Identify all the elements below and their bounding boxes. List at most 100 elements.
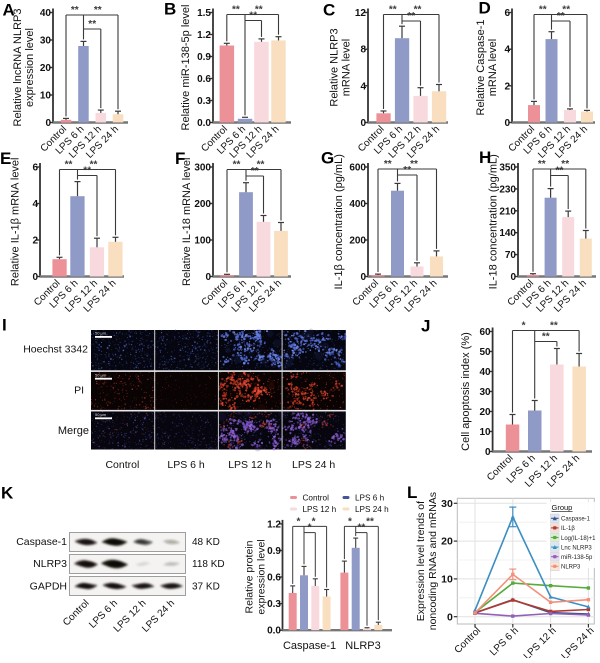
svg-text:J: J <box>421 317 430 336</box>
svg-text:**: ** <box>550 321 558 332</box>
svg-text:50 μm: 50 μm <box>95 372 107 377</box>
svg-text:350: 350 <box>499 163 516 174</box>
svg-text:Control: Control <box>105 459 139 471</box>
svg-text:Control: Control <box>303 494 330 503</box>
svg-text:**: ** <box>251 166 259 177</box>
svg-text:C: C <box>323 1 335 20</box>
svg-text:**: ** <box>384 159 392 170</box>
svg-text:4: 4 <box>504 45 510 56</box>
svg-text:GAPDH: GAPDH <box>30 581 67 593</box>
svg-text:**: ** <box>403 165 411 176</box>
svg-text:**: ** <box>88 19 96 30</box>
svg-text:Relative protein: Relative protein <box>244 540 256 613</box>
svg-text:0: 0 <box>485 447 491 458</box>
svg-text:NLRP3: NLRP3 <box>345 640 380 652</box>
svg-text:0: 0 <box>510 272 516 283</box>
svg-text:LPS 6 h: LPS 6 h <box>488 625 521 658</box>
svg-text:10: 10 <box>441 574 453 586</box>
svg-text:**: ** <box>539 5 547 16</box>
svg-text:**: ** <box>71 5 79 16</box>
svg-text:40: 40 <box>479 367 491 378</box>
svg-text:4: 4 <box>360 81 366 92</box>
svg-text:IL-1β concentration (pg/mL): IL-1β concentration (pg/mL) <box>333 154 345 289</box>
svg-text:expression level: expression level <box>256 539 268 614</box>
svg-text:6: 6 <box>32 163 38 174</box>
svg-text:**: ** <box>389 5 397 16</box>
svg-text:0: 0 <box>360 118 366 129</box>
svg-text:Relative miR-138-5p level: Relative miR-138-5p level <box>180 5 192 131</box>
svg-text:**: ** <box>407 11 415 22</box>
svg-text:*: * <box>308 523 312 534</box>
svg-text:30: 30 <box>441 498 453 510</box>
svg-text:0: 0 <box>504 118 510 129</box>
svg-text:**: ** <box>366 516 374 527</box>
svg-text:**: ** <box>557 11 565 22</box>
svg-text:Merge: Merge <box>58 425 89 437</box>
svg-text:50 μm: 50 μm <box>95 412 107 417</box>
svg-text:30: 30 <box>479 387 491 398</box>
svg-text:Relative NLRP3: Relative NLRP3 <box>329 28 341 106</box>
svg-text:**: ** <box>538 159 546 170</box>
svg-text:Hoechst 3342: Hoechst 3342 <box>23 344 88 356</box>
svg-text:20: 20 <box>40 63 52 74</box>
svg-text:**: ** <box>232 5 240 16</box>
svg-text:Expression level trends of: Expression level trends of <box>415 501 427 621</box>
svg-text:200: 200 <box>349 236 366 247</box>
svg-text:LPS 24 h: LPS 24 h <box>355 505 389 514</box>
svg-text:50: 50 <box>479 347 491 358</box>
svg-text:Caspase-1: Caspase-1 <box>561 517 591 523</box>
svg-text:**: ** <box>410 159 418 170</box>
svg-text:230: 230 <box>499 184 516 195</box>
svg-text:noncoding RNAs and mRNAs: noncoding RNAs and mRNAs <box>427 492 439 630</box>
svg-text:LPS 12 h: LPS 12 h <box>522 625 559 658</box>
svg-text:Control: Control <box>453 625 484 656</box>
svg-text:400: 400 <box>349 199 366 210</box>
svg-text:*: * <box>312 516 316 527</box>
svg-text:Cell apoptosis index (%): Cell apoptosis index (%) <box>460 332 472 451</box>
svg-text:20: 20 <box>479 407 491 418</box>
svg-text:LPS 24 h: LPS 24 h <box>292 459 335 471</box>
svg-text:0.9: 0.9 <box>197 52 211 63</box>
svg-text:mRNA level: mRNA level <box>487 39 499 96</box>
svg-text:NLRP3: NLRP3 <box>561 565 581 571</box>
svg-text:210: 210 <box>499 206 516 217</box>
svg-text:expression level: expression level <box>24 28 36 107</box>
svg-text:0.6: 0.6 <box>197 74 211 85</box>
svg-text:B: B <box>164 0 176 19</box>
svg-text:IL-18 concentration (pg/mL): IL-18 concentration (pg/mL) <box>488 154 500 289</box>
svg-text:LPS 12 h: LPS 12 h <box>228 459 271 471</box>
svg-text:Caspase-1: Caspase-1 <box>283 640 336 652</box>
svg-text:20: 20 <box>441 536 453 548</box>
svg-text:Lnc NLRP3: Lnc NLRP3 <box>561 545 592 551</box>
svg-text:Relative Caspase-1: Relative Caspase-1 <box>475 20 487 116</box>
svg-text:600: 600 <box>349 163 366 174</box>
svg-text:140: 140 <box>499 228 516 239</box>
svg-text:**: ** <box>65 160 73 171</box>
svg-text:100: 100 <box>194 236 211 247</box>
svg-text:10: 10 <box>40 91 52 102</box>
svg-text:Relative IL-1β mRNA level: Relative IL-1β mRNA level <box>10 157 22 286</box>
svg-text:IL-1β: IL-1β <box>561 526 575 532</box>
svg-text:0.0: 0.0 <box>267 626 281 637</box>
svg-text:**: ** <box>83 166 91 177</box>
svg-text:*: * <box>348 516 352 527</box>
svg-text:50 μm: 50 μm <box>95 331 107 336</box>
svg-text:**: ** <box>249 11 257 22</box>
svg-text:0.3: 0.3 <box>267 599 281 610</box>
svg-text:12: 12 <box>355 8 367 19</box>
svg-text:*: * <box>522 321 526 332</box>
svg-text:miR-138-5p: miR-138-5p <box>561 555 593 561</box>
svg-text:10: 10 <box>479 427 491 438</box>
svg-text:0: 0 <box>205 272 211 283</box>
svg-text:2: 2 <box>504 81 510 92</box>
svg-text:0: 0 <box>45 118 51 129</box>
svg-text:NLRP3: NLRP3 <box>33 558 67 570</box>
svg-text:LPS 24 h: LPS 24 h <box>560 625 597 658</box>
svg-text:60: 60 <box>479 327 491 338</box>
svg-text:I: I <box>2 316 7 335</box>
svg-text:0: 0 <box>447 611 453 623</box>
svg-text:**: ** <box>358 523 366 534</box>
svg-text:K: K <box>1 484 14 503</box>
svg-text:1.2: 1.2 <box>267 519 281 530</box>
svg-text:Log(IL-18)+1: Log(IL-18)+1 <box>561 536 596 542</box>
